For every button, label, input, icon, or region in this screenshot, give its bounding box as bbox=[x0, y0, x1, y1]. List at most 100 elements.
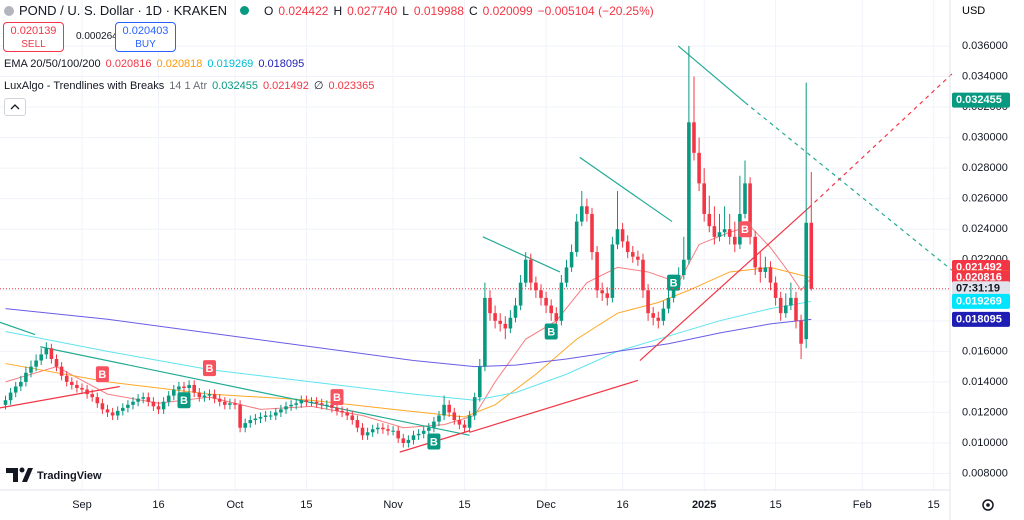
candle-body bbox=[789, 297, 793, 306]
candle-body bbox=[141, 397, 145, 399]
y-tick-label: 0.028000 bbox=[962, 162, 1008, 174]
logo-shape bbox=[6, 468, 18, 482]
candle-body bbox=[748, 183, 752, 237]
price-label: 0.019269 bbox=[956, 295, 1002, 307]
candle-body bbox=[447, 404, 451, 413]
candle-body bbox=[763, 267, 768, 272]
y-tick-label: 0.034000 bbox=[962, 70, 1008, 82]
candle-body bbox=[600, 290, 604, 294]
candle-body bbox=[758, 267, 763, 272]
candle-body bbox=[727, 229, 732, 237]
lux-name[interactable]: LuxAlgo - Trendlines with Breaks bbox=[4, 79, 165, 92]
sell-price[interactable]: 0.020139 bbox=[10, 25, 57, 37]
candle-body bbox=[59, 366, 64, 376]
x-tick-label: 16 bbox=[152, 499, 164, 511]
y-tick-label: 0.012000 bbox=[962, 406, 1008, 418]
price-label: 07:31:19 bbox=[956, 283, 1000, 295]
buy-price[interactable]: 0.020403 bbox=[122, 25, 169, 37]
ema-line bbox=[5, 266, 812, 418]
buy-button[interactable]: 0.020403 BUY bbox=[115, 22, 176, 52]
collapse-button[interactable] bbox=[4, 98, 26, 116]
y-tick-label: 0.010000 bbox=[962, 437, 1008, 449]
break-marker bbox=[95, 366, 109, 383]
market-status bbox=[240, 6, 250, 15]
logo-shape bbox=[22, 468, 33, 482]
candle-body bbox=[197, 392, 202, 398]
candle-body bbox=[64, 375, 69, 382]
candle-body bbox=[722, 229, 727, 233]
candle-body bbox=[350, 415, 355, 421]
sell-button[interactable]: 0.020139 SELL bbox=[3, 22, 64, 52]
candle-body bbox=[146, 397, 151, 402]
lux-value: ∅ bbox=[313, 80, 324, 92]
sell-label[interactable]: SELL bbox=[21, 39, 46, 50]
candle-body bbox=[381, 427, 385, 430]
candle-body bbox=[136, 398, 140, 402]
candle-body bbox=[682, 259, 686, 276]
settings-core[interactable] bbox=[986, 503, 990, 507]
candle-body bbox=[294, 403, 298, 405]
lux-legend: LuxAlgo - Trendlines with Breaks 14 1 At… bbox=[4, 79, 374, 93]
candle-body bbox=[75, 384, 79, 388]
buy-label[interactable]: BUY bbox=[135, 39, 156, 50]
candle-body bbox=[523, 259, 528, 283]
candle-body bbox=[493, 313, 497, 321]
candle-body bbox=[483, 297, 487, 367]
candle-body bbox=[121, 407, 125, 411]
trendline bbox=[40, 346, 470, 436]
settings-gear[interactable] bbox=[982, 499, 994, 511]
candle-body bbox=[646, 290, 650, 314]
chevron[interactable] bbox=[5, 99, 25, 115]
x-tick-label: Nov bbox=[383, 499, 403, 511]
candle-body bbox=[554, 313, 559, 321]
candle-body bbox=[768, 267, 773, 283]
break-marker bbox=[427, 433, 441, 450]
settings-icon[interactable] bbox=[982, 499, 994, 511]
candle-body bbox=[478, 366, 482, 398]
candle-body bbox=[370, 429, 375, 433]
price-label: 0.018095 bbox=[956, 313, 1002, 325]
candle-body bbox=[299, 400, 304, 404]
candle-body bbox=[513, 305, 518, 318]
candle-body bbox=[80, 387, 84, 390]
candle-body bbox=[100, 403, 105, 410]
candle-body bbox=[110, 412, 115, 416]
ema-line bbox=[5, 308, 812, 368]
candle-body bbox=[462, 424, 467, 428]
break-marker bbox=[330, 389, 344, 406]
lux-params: 14 1 Atr bbox=[169, 79, 208, 92]
candle-body bbox=[131, 401, 135, 405]
candle-body bbox=[692, 122, 696, 153]
candle-body bbox=[707, 213, 712, 227]
candle-body bbox=[590, 213, 594, 253]
candle-body bbox=[85, 389, 89, 395]
candle-body bbox=[585, 206, 589, 214]
trendline bbox=[639, 207, 810, 361]
candle-body bbox=[733, 236, 737, 245]
break-marker bbox=[544, 323, 558, 340]
y-tick-label: 0.026000 bbox=[962, 193, 1008, 205]
ema-name[interactable]: EMA 20/50/100/200 bbox=[4, 58, 101, 70]
candle-body bbox=[340, 410, 344, 413]
brand: TradingView bbox=[37, 470, 102, 482]
candle-body bbox=[488, 297, 492, 314]
lux-value: 0.032455 bbox=[212, 79, 258, 92]
candle-body bbox=[472, 397, 477, 416]
break-marker-label: B bbox=[430, 436, 438, 448]
trendline bbox=[808, 71, 955, 209]
x-tick-label: Sep bbox=[72, 499, 92, 511]
symbol[interactable]: POND / U. S. Dollar · 1D · KRAKEN bbox=[19, 3, 228, 18]
candle-body bbox=[753, 236, 757, 268]
candle-body bbox=[636, 256, 640, 260]
y-tick-label: 0.014000 bbox=[962, 376, 1008, 388]
candle-body bbox=[314, 401, 319, 404]
symbol-row: POND / U. S. Dollar · 1D · KRAKEN O 0.024… bbox=[4, 3, 654, 18]
candle-body bbox=[778, 297, 783, 314]
candle-body bbox=[661, 308, 666, 321]
candle-body bbox=[687, 122, 691, 260]
candle-body bbox=[401, 438, 406, 443]
break-marker-label: B bbox=[333, 392, 341, 404]
candle-body bbox=[54, 358, 59, 367]
candle-body bbox=[580, 206, 584, 222]
